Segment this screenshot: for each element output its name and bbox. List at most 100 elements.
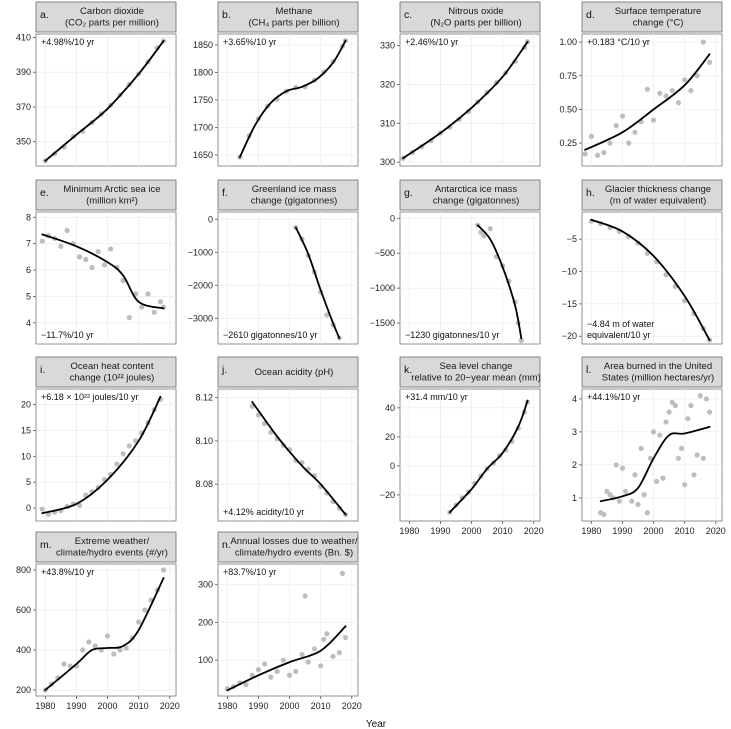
data-point-m [80,647,86,653]
panel-title-i-line-1: change (10²² joules) [70,373,155,384]
trend-line-m [44,577,165,691]
panel-c: c. Nitrous oxide(N₂O parts per billion) 30… [380,1,541,167]
data-point-g [518,337,524,344]
data-point-i [126,443,132,449]
data-point-e [108,246,114,252]
data-point-l [650,429,657,435]
data-point-n [255,667,262,673]
panel-header-i [35,356,177,388]
xtick-label-k: 2010 [493,526,513,536]
data-point-e [89,264,95,271]
ytick-label-f: −1000 [188,247,213,257]
plot-area-j [217,388,359,522]
ytick-label-k: 0 [390,461,395,471]
panel-annotation-h: equivalent/10 yr [587,330,651,340]
trend-line-b [238,39,347,159]
data-point-d [657,90,663,96]
ytick-label-f: −3000 [188,313,213,323]
data-point-l [685,416,691,422]
plot-area-k [399,388,541,522]
panel-annotation-n: +83.7%/10 yr [223,567,276,577]
ytick-label-f: 0 [208,214,213,224]
panel-title-h-line-0: Glacier thickness change [605,184,711,195]
trend-line-j [251,401,347,516]
plot-area-h [581,211,723,345]
data-point-n [243,682,249,688]
ytick-label-b: 1800 [193,68,213,78]
data-point-e [76,254,83,260]
ytick-label-c: 320 [380,79,395,89]
data-point-d [626,140,632,146]
panel-title-b-line-1: (CH₄ parts per billion) [249,18,340,29]
ytick-label-k: −20 [380,490,395,500]
ytick-label-i: 10 [21,451,31,461]
ytick-label-m: 200 [16,685,31,695]
panel-letter-l: l. [586,364,591,376]
trend-line-c [402,40,529,160]
xtick-label-m: 2000 [98,701,118,711]
data-point-l [682,482,688,488]
panel-annotation-c: +2.46%/10 yr [405,37,458,47]
data-point-e [126,315,132,321]
panel-letter-f: f. [222,187,228,199]
ytick-label-a: 390 [16,67,31,77]
data-point-m [61,661,67,667]
panel-header-g [399,179,541,211]
panel-title-m-line-0: Extreme weather/ [75,536,150,547]
panel-header-f [217,179,359,211]
trend-line-d [584,53,711,151]
data-point-e [145,291,151,297]
data-point-d [644,86,650,92]
data-point-m [136,619,142,625]
panel-letter-i: i. [40,364,45,376]
panel-title-c-line-0: Nitrous oxide [448,6,503,17]
ytick-label-j: 8.10 [195,436,213,446]
panel-letter-b: b. [222,9,231,21]
data-point-e [58,243,64,249]
panel-letter-a: a. [40,9,49,21]
ytick-label-h: −15 [562,299,577,309]
ytick-label-e: 6 [26,265,31,275]
data-point-d [675,100,682,106]
data-point-n [268,674,274,680]
panel-letter-d: d. [586,9,595,21]
data-point-l [619,465,626,471]
data-point-l [672,402,678,409]
panel-header-a [35,1,177,33]
xtick-label-l: 2020 [706,526,726,536]
panel-title-g-line-1: change (gigatonnes) [433,196,520,207]
data-point-n [324,631,330,637]
panel-annotation-k: +31.4 mm/10 yr [405,392,468,402]
data-point-n [330,653,336,660]
panel-header-b [217,1,359,33]
data-point-l [604,488,610,494]
panel-annotation-g: −1230 gigatonnes/10 yr [405,330,499,340]
ytick-label-f: −2000 [188,280,213,290]
data-point-i [39,506,45,512]
data-point-l [654,478,660,484]
xtick-label-n: 2020 [342,701,362,711]
plot-area-e [35,211,177,345]
xtick-label-n: 2010 [311,701,331,711]
panel-annotation-b: +3.65%/10 yr [223,37,276,47]
ytick-label-l: 1 [572,493,577,503]
xtick-label-k: 2020 [524,526,544,536]
data-point-d [700,39,706,45]
data-point-l [616,498,622,504]
panel-title-j: Ocean acidity (pH) [255,367,334,378]
panel-title-d-line-0: Surface temperature [615,6,702,17]
ytick-label-e: 4 [26,318,31,328]
panel-letter-j: j. [221,364,227,376]
data-point-e [64,227,70,234]
data-point-m [104,633,111,639]
panel-title-i-line-0: Ocean heat content [71,361,154,372]
data-point-l [678,445,685,451]
data-point-l [663,419,669,425]
trend-line-e [41,233,165,310]
panel-letter-c: c. [404,9,412,21]
data-point-l [638,445,644,451]
